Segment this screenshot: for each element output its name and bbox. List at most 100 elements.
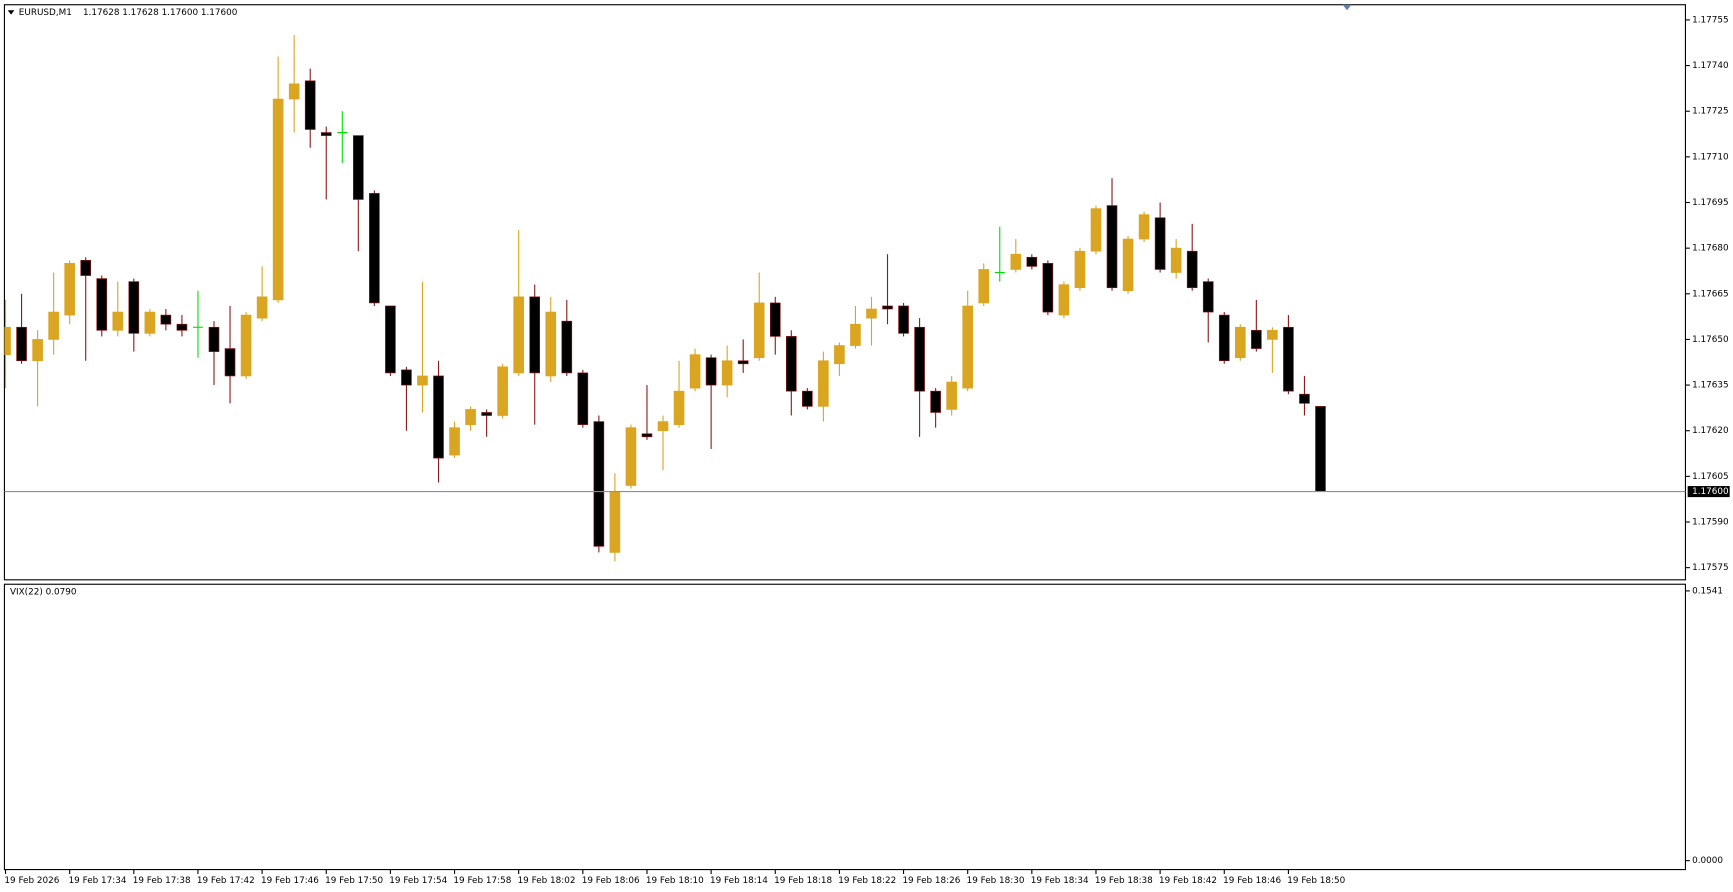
candle-body <box>481 412 492 416</box>
y-tick-label: 1.17755 <box>1692 15 1729 25</box>
candle-body <box>866 308 877 319</box>
candle-body <box>689 354 701 389</box>
candle-body <box>962 305 974 389</box>
candle-body <box>433 375 444 459</box>
vix-panel <box>3 583 1686 871</box>
candle-body <box>850 323 861 346</box>
candle-body <box>577 372 589 425</box>
candle-body <box>1122 238 1134 292</box>
candle-body <box>785 336 797 392</box>
x-tick-label: 19 Feb 17:46 <box>261 876 319 886</box>
y-tick-label: 1.17740 <box>1692 61 1729 71</box>
candle-body <box>545 311 557 377</box>
candle-body <box>112 311 124 331</box>
axes: 1.17755 1.17740 1.17725 1.17710 1.17695 1.176… <box>4 15 1730 886</box>
candle-body <box>818 360 829 407</box>
candle-body <box>449 427 460 456</box>
y-tick-label: 1.17695 <box>1692 198 1729 208</box>
x-tick-label: 19 Feb 17:42 <box>197 876 255 886</box>
candle-body <box>609 491 621 553</box>
x-tick-label: 19 Feb 18:42 <box>1159 876 1217 886</box>
candle-body <box>1267 329 1278 340</box>
candle-body <box>353 135 364 200</box>
y-tick-label: 1.17725 <box>1692 107 1729 117</box>
candle-body <box>224 348 236 377</box>
candle-body <box>1106 205 1118 289</box>
candle-body <box>1234 326 1246 359</box>
x-tick-label: 19 Feb 17:58 <box>453 876 511 886</box>
candle-body <box>48 311 59 340</box>
y-tick-label: 1.17605 <box>1692 472 1729 482</box>
candle-body <box>1251 329 1262 349</box>
candle-body <box>529 296 541 374</box>
x-tick-label: 19 Feb 18:22 <box>838 876 896 886</box>
candle-body <box>465 409 476 425</box>
candle-body <box>513 296 524 374</box>
symbol-label: EURUSD,M1 <box>19 8 72 18</box>
ohlc-label: 1.17628 1.17628 1.17600 1.17600 <box>83 8 238 18</box>
y-tick-label: 1.17650 <box>1692 335 1729 345</box>
x-tick-label: 19 Feb 18:06 <box>582 876 640 886</box>
candle-body <box>898 305 909 334</box>
y-tick-label: 1.17665 <box>1692 289 1729 299</box>
candle-body <box>1074 250 1086 289</box>
candle-body <box>96 278 108 331</box>
candle-body <box>673 390 685 425</box>
candle-body <box>769 302 781 337</box>
candle-body <box>320 132 332 136</box>
candle-body <box>144 311 156 334</box>
candle-body <box>1202 281 1214 313</box>
x-tick-label: 19 Feb 18:14 <box>710 876 768 886</box>
x-tick-label: 19 Feb 18:02 <box>518 876 576 886</box>
candle-body <box>802 390 813 407</box>
candle-body <box>946 381 957 410</box>
x-tick-label: 19 Feb 18:34 <box>1031 876 1089 886</box>
candle-body <box>80 259 92 276</box>
menu-triangle[interactable] <box>7 10 15 15</box>
candle-body <box>1186 250 1198 289</box>
x-tick-label: 19 Feb 18:50 <box>1287 876 1345 886</box>
candle-body <box>1138 214 1150 240</box>
x-tick-label: 19 Feb 18:46 <box>1223 876 1281 886</box>
candle-body <box>978 269 990 304</box>
candle-body <box>593 421 605 547</box>
candle-body <box>1315 406 1326 492</box>
candle-body <box>561 320 573 374</box>
y-tick-label: 1.17590 <box>1692 518 1729 528</box>
candle-body <box>1010 253 1022 270</box>
candle-body <box>256 296 268 319</box>
candle-body <box>753 302 765 359</box>
candle-body <box>930 390 941 413</box>
y-tick-label: 0.1541 <box>1692 586 1723 596</box>
x-tick-label: 19 Feb 17:50 <box>325 876 383 886</box>
candle-body <box>705 357 717 386</box>
candle-body <box>401 369 412 386</box>
x-tick-label: 19 Feb 18:10 <box>646 876 704 886</box>
candle-body <box>737 360 749 365</box>
candle-body <box>304 80 316 130</box>
candle-body <box>497 366 508 416</box>
candle-body <box>160 314 172 325</box>
candle-body <box>1170 247 1182 273</box>
candle-body <box>641 433 653 438</box>
candle-body <box>288 83 300 100</box>
candle-body <box>1283 326 1294 392</box>
candle-body <box>1026 256 1038 267</box>
x-tick-label: 19 Feb 18:26 <box>902 876 960 886</box>
candle-body <box>1154 217 1166 270</box>
y-tick-label: 1.17680 <box>1692 244 1729 254</box>
y-tick-label: 1.17710 <box>1692 152 1729 162</box>
candle-body <box>240 314 252 377</box>
shift-marker <box>1342 4 1352 11</box>
candle-body <box>625 427 637 486</box>
candle-body <box>272 98 284 301</box>
x-tick-label: 19 Feb 18:30 <box>967 876 1025 886</box>
candle-body <box>417 375 428 386</box>
candle-body <box>882 305 893 310</box>
candle-body <box>369 193 380 304</box>
candle-body <box>32 339 43 362</box>
y-tick-label: 1.17575 <box>1692 563 1729 573</box>
